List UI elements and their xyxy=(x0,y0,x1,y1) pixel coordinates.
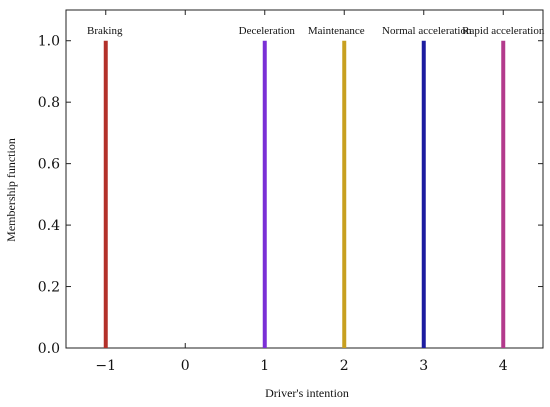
series-annotation: Normal acceleration xyxy=(382,25,472,37)
series-annotations: Braking Deceleration Maintenance Normal acc… xyxy=(87,25,545,37)
series-annotation: Rapid acceleration xyxy=(462,25,545,37)
x-tick-label: 1 xyxy=(260,358,269,374)
x-tick-label: −1 xyxy=(95,358,116,374)
x-tick-label: 0 xyxy=(181,358,190,374)
y-tick-label: 0.8 xyxy=(38,95,60,111)
y-tick-label: 0.6 xyxy=(38,157,60,173)
x-tick-label: 2 xyxy=(340,358,349,374)
y-tick-label: 1.0 xyxy=(38,34,60,50)
plot-border xyxy=(65,9,544,349)
y-tick-label: 0.4 xyxy=(38,218,60,234)
x-tick-label: 4 xyxy=(499,358,508,374)
x-tick-label: 3 xyxy=(419,358,428,374)
x-axis-label: Driver's intention xyxy=(265,386,349,400)
series-annotation: Maintenance xyxy=(308,25,365,37)
y-axis-ticks: 0.0 0.2 0.4 0.6 0.8 1.0 xyxy=(38,34,543,357)
series-annotation: Deceleration xyxy=(239,25,296,37)
y-tick-label: 0.0 xyxy=(38,341,60,357)
y-tick-label: 0.2 xyxy=(38,280,60,296)
y-axis-label: Membership function xyxy=(4,138,18,242)
plot-frame xyxy=(65,9,544,349)
series-lines xyxy=(103,40,506,348)
x-axis-ticks: −1 0 1 2 3 4 xyxy=(95,10,508,374)
series-annotation: Braking xyxy=(87,25,123,37)
